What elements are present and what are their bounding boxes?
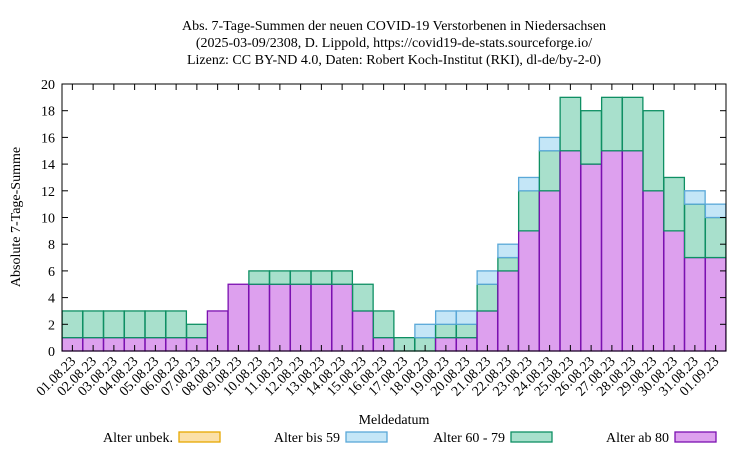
- bar-segment: [351, 310, 374, 352]
- bar-segment: [185, 323, 208, 339]
- y-tick-label: 12: [41, 185, 55, 200]
- bar-segment: [434, 310, 457, 325]
- y-tick-label: 8: [48, 238, 55, 253]
- bar-segment: [310, 270, 333, 285]
- y-tick-label: 4: [48, 292, 55, 307]
- bar-segment: [227, 283, 250, 352]
- bar-segment: [538, 150, 561, 192]
- bar-segment: [476, 310, 499, 352]
- bar-segment: [642, 110, 665, 192]
- bar-segment: [268, 270, 291, 285]
- bar-segment: [642, 190, 665, 352]
- legend-swatch: [674, 431, 717, 443]
- bar-segment: [123, 310, 146, 339]
- legend-swatch: [345, 431, 388, 443]
- bar-segment: [206, 310, 229, 352]
- bar-segment: [351, 283, 374, 312]
- legend-swatch: [178, 431, 221, 443]
- legend-label: Alter bis 59: [274, 431, 340, 446]
- bar-segment: [331, 283, 354, 352]
- bar-segment: [683, 256, 706, 352]
- bar-segment: [497, 270, 520, 352]
- legend-label: Alter ab 80: [606, 431, 669, 446]
- y-tick-label: 20: [41, 78, 55, 93]
- bar-segment: [559, 96, 582, 152]
- bar-segment: [517, 230, 540, 352]
- bar-segment: [476, 270, 499, 285]
- bar-segment: [82, 310, 105, 339]
- legend: Alter unbek. Alter bis 59 Alter 60 - 79 Alt…: [103, 431, 717, 446]
- bar-segment: [517, 176, 540, 192]
- bar-segment: [310, 283, 333, 352]
- y-tick-label: 0: [48, 345, 55, 360]
- bar-segment: [600, 150, 623, 352]
- y-tick-label: 2: [48, 318, 55, 333]
- y-tick-label: 10: [41, 212, 55, 227]
- bar-segment: [621, 150, 644, 352]
- bar-segment: [663, 230, 686, 352]
- bar-segment: [372, 310, 395, 339]
- bar-segment: [621, 96, 644, 152]
- bar-segment: [165, 310, 188, 339]
- y-tick-label: 18: [41, 105, 55, 120]
- bars-layer: [61, 96, 727, 352]
- y-tick-label: 14: [41, 158, 55, 173]
- bar-segment: [663, 176, 686, 232]
- bar-segment: [683, 190, 706, 205]
- bar-segment: [559, 150, 582, 352]
- chart-title-line-1: Abs. 7-Tage-Summen der neuen COVID-19 Ve…: [182, 19, 606, 34]
- y-tick-label: 16: [41, 131, 55, 146]
- bar-segment: [289, 270, 312, 285]
- y-axis-label: Absolute 7-Tage-Summe: [9, 147, 24, 287]
- chart-title-line-3: Lizenz: CC BY-ND 4.0, Daten: Robert Koch…: [187, 53, 601, 68]
- legend-swatch: [510, 431, 553, 443]
- bar-segment: [289, 283, 312, 352]
- bar-segment: [704, 203, 727, 219]
- chart-title-line-2: (2025-03-09/2308, D. Lippold, https://co…: [196, 36, 592, 51]
- bar-segment: [476, 283, 499, 312]
- y-axis: 0 2 4 6 8 10 12 14 16 18 20: [41, 78, 726, 360]
- bar-segment: [268, 283, 291, 352]
- bar-segment: [683, 203, 706, 259]
- bar-segment: [414, 323, 437, 339]
- bar-segment: [517, 190, 540, 232]
- bar-segment: [538, 190, 561, 352]
- legend-label: Alter 60 - 79: [433, 431, 505, 446]
- plot-frame: [61, 83, 727, 352]
- bar-segment: [538, 136, 561, 152]
- y-tick-label: 6: [48, 265, 55, 280]
- bar-segment: [248, 270, 271, 285]
- legend-label: Alter unbek.: [103, 431, 173, 446]
- bar-segment: [497, 243, 520, 259]
- bar-segment: [580, 110, 603, 165]
- bar-segment: [704, 216, 727, 259]
- bar-segment: [600, 96, 623, 152]
- bar-segment: [248, 283, 271, 352]
- bar-segment: [704, 256, 727, 352]
- bar-segment: [434, 323, 457, 339]
- bar-segment: [497, 256, 520, 272]
- bar-segment: [331, 270, 354, 285]
- bar-segment: [455, 310, 478, 325]
- bar-segment: [580, 163, 603, 352]
- bar-segment: [144, 310, 167, 339]
- x-axis-label: Meldedatum: [359, 413, 430, 428]
- bar-segment: [102, 310, 125, 339]
- bar-segment: [455, 323, 478, 339]
